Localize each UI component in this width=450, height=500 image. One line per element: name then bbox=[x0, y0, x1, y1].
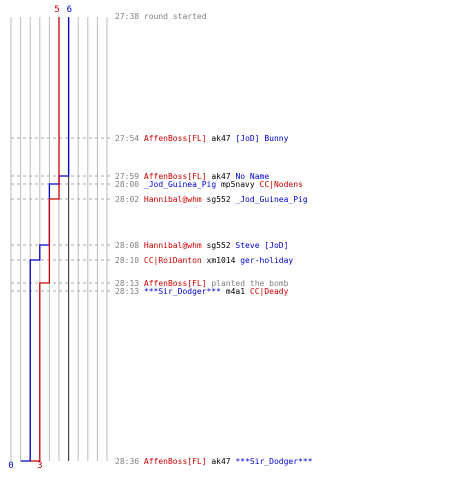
event-blue-text: ger-holiday bbox=[240, 256, 293, 265]
event-row: 28:00 _Jod_Guinea_Pig mp5navy CC|Nodens bbox=[115, 180, 303, 189]
event-red-text: AffenBoss[FL] bbox=[144, 457, 207, 466]
event-neutral-text: xm1014 bbox=[202, 256, 241, 265]
red-start-count: 5 bbox=[54, 5, 59, 15]
event-neutral-text: sg552 bbox=[202, 241, 236, 250]
red-team-line bbox=[30, 17, 60, 462]
event-neutral-text: ak47 bbox=[207, 134, 236, 143]
event-row: 27:59 AffenBoss[FL] ak47 No Name bbox=[115, 172, 269, 181]
event-red-text: CC|Deady bbox=[250, 287, 289, 296]
event-row: 28:36 AffenBoss[FL] ak47 ***Sir_Dodger**… bbox=[115, 457, 313, 466]
event-red-text: AffenBoss[FL] bbox=[144, 279, 207, 288]
event-event-text: round started bbox=[144, 12, 207, 21]
event-red-text: AffenBoss[FL] bbox=[144, 172, 207, 181]
blue-end-count: 0 bbox=[8, 461, 13, 471]
event-row: 28:02 Hannibal@whm sg552 _Jod_Guinea_Pig bbox=[115, 195, 308, 204]
red-end-count: 3 bbox=[37, 461, 42, 471]
event-row: 28:10 CC|RoiDanton xm1014 ger-holiday bbox=[115, 256, 293, 265]
event-connector-lines bbox=[11, 137, 112, 292]
event-neutral-text: ak47 bbox=[207, 172, 236, 181]
event-red-text: Hannibal@whm bbox=[144, 195, 202, 204]
team-count-labels: 6 0 5 3 bbox=[8, 5, 72, 471]
event-blue-text: No Name bbox=[235, 172, 269, 181]
event-blue-text: ***Sir_Dodger*** bbox=[235, 457, 312, 466]
event-time: 28:02 bbox=[115, 195, 144, 204]
event-time: 28:00 bbox=[115, 180, 144, 189]
event-time: 28:10 bbox=[115, 256, 144, 265]
event-time: 28:13 bbox=[115, 279, 144, 288]
event-row: 27:54 AffenBoss[FL] ak47 [JoD] Bunny bbox=[115, 134, 289, 143]
event-time: 27:54 bbox=[115, 134, 144, 143]
event-row: 27:38 round started bbox=[115, 12, 207, 21]
event-red-text: Hannibal@whm bbox=[144, 241, 202, 250]
event-blue-text: _Jod_Guinea_Pig bbox=[144, 180, 216, 189]
blue-start-count: 6 bbox=[67, 5, 72, 15]
event-row: 28:13 ***Sir_Dodger*** m4a1 CC|Deady bbox=[115, 287, 289, 296]
event-time: 28:08 bbox=[115, 241, 144, 250]
event-time: 27:59 bbox=[115, 172, 144, 181]
event-neutral-text: m4a1 bbox=[221, 287, 250, 296]
event-log: 27:38 round started 27:54 AffenBoss[FL] a… bbox=[115, 12, 313, 466]
event-red-text: AffenBoss[FL] bbox=[144, 134, 207, 143]
event-red-text: CC|Nodens bbox=[260, 180, 304, 189]
event-blue-text: [JoD] Bunny bbox=[235, 134, 288, 143]
event-time: 28:36 bbox=[115, 457, 144, 466]
event-row: 28:13 AffenBoss[FL] planted the bomb bbox=[115, 279, 289, 288]
event-red-text: CC|RoiDanton bbox=[144, 256, 202, 265]
event-blue-text: _Jod_Guinea_Pig bbox=[235, 195, 307, 204]
event-event-text: planted the bomb bbox=[207, 279, 289, 288]
team-count-lines bbox=[20, 17, 70, 462]
event-row: 28:08 Hannibal@whm sg552 Steve [JoD] bbox=[115, 241, 288, 250]
blue-team-line bbox=[20, 17, 70, 462]
event-neutral-text: ak47 bbox=[207, 457, 236, 466]
event-time: 28:13 bbox=[115, 287, 144, 296]
event-time: 27:38 bbox=[115, 12, 144, 21]
event-neutral-text: sg552 bbox=[202, 195, 236, 204]
event-neutral-text: mp5navy bbox=[216, 180, 259, 189]
event-blue-text: Steve [JoD] bbox=[235, 241, 288, 250]
event-blue-text: ***Sir_Dodger*** bbox=[144, 287, 221, 296]
